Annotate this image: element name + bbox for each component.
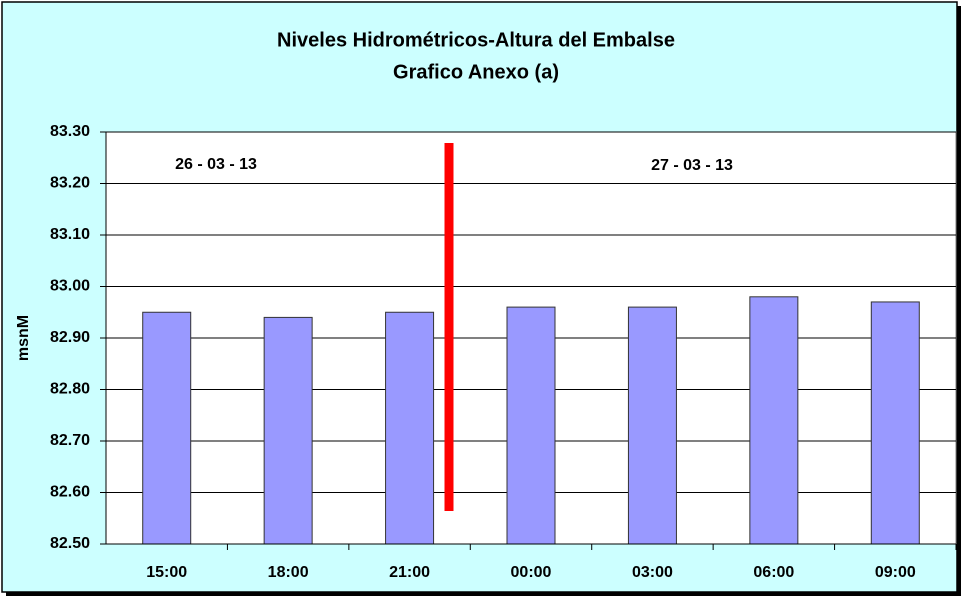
bar [142, 311, 192, 545]
bar [263, 316, 313, 545]
bar [749, 296, 799, 545]
y-tick-label: 83.30 [50, 123, 90, 140]
chart-title: Niveles Hidrométricos-Altura del Embalse [277, 29, 675, 51]
x-tick-label: 03:00 [632, 564, 673, 581]
bar [870, 301, 920, 545]
chart-subtitle: Grafico Anexo (a) [393, 61, 559, 83]
y-axis-label: msnM [15, 315, 32, 361]
y-tick-label: 83.00 [50, 278, 90, 295]
y-tick-label: 82.80 [50, 381, 90, 398]
annotation: 26 - 03 - 13 [175, 156, 257, 173]
x-tick-label: 09:00 [875, 564, 916, 581]
y-tick-label: 82.70 [50, 432, 90, 449]
y-tick-label: 82.50 [50, 535, 90, 552]
x-tick-label: 18:00 [268, 564, 309, 581]
x-tick-label: 00:00 [511, 564, 552, 581]
bar [627, 306, 677, 545]
x-tick-label: 21:00 [389, 564, 430, 581]
y-tick-label: 82.60 [50, 484, 90, 501]
y-tick-label: 82.90 [50, 329, 90, 346]
x-tick-label: 06:00 [753, 564, 794, 581]
y-tick-label: 83.10 [50, 226, 90, 243]
bar [385, 311, 435, 545]
bar [506, 306, 556, 545]
annotation: 27 - 03 - 13 [651, 157, 733, 174]
y-tick-label: 83.20 [50, 175, 90, 192]
x-tick-label: 15:00 [146, 564, 187, 581]
